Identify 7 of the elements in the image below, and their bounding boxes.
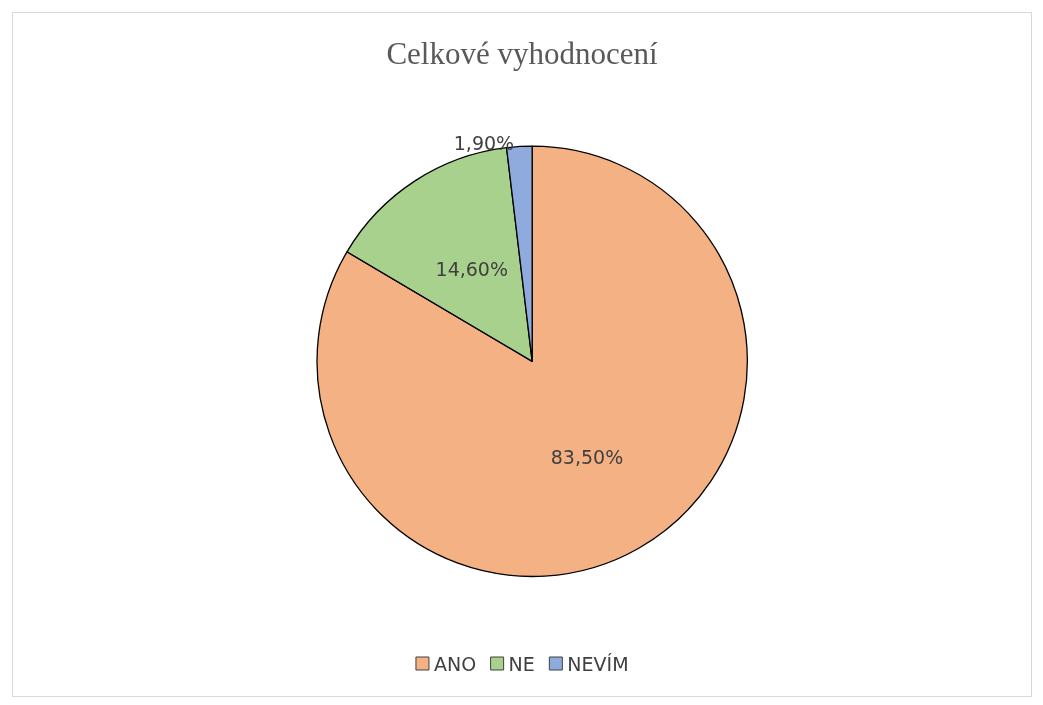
- data-label: 14,60%: [435, 257, 508, 280]
- legend-label: ANO: [433, 652, 477, 675]
- legend-label: NEVÍM: [567, 652, 629, 675]
- chart-title: Celkové vyhodnocení: [386, 36, 658, 71]
- legend-label: NE: [508, 652, 535, 675]
- data-label: 1,90%: [453, 131, 515, 154]
- data-label: 83,50%: [550, 446, 624, 469]
